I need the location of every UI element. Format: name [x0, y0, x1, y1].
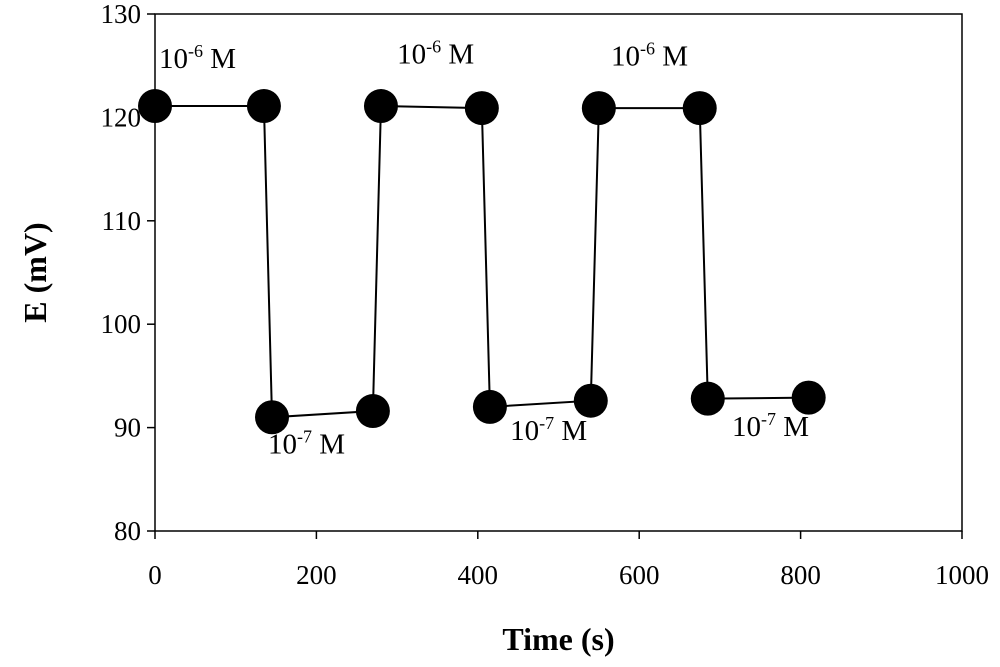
series-line	[155, 105, 809, 419]
series-line-group	[155, 105, 809, 419]
x-tick-label: 800	[780, 560, 821, 590]
x-tick-label: 1000	[935, 560, 989, 590]
data-point	[464, 91, 499, 126]
data-points-group	[138, 89, 826, 435]
data-point	[791, 380, 826, 415]
x-tick-label: 200	[296, 560, 337, 590]
y-tick-label: 130	[101, 0, 142, 29]
concentration-label: 10-7 M	[510, 413, 587, 447]
data-point	[581, 91, 616, 126]
data-point	[682, 91, 717, 126]
y-tick-label: 80	[114, 516, 141, 546]
x-tick-label: 0	[148, 560, 162, 590]
concentration-label: 10-7 M	[732, 409, 809, 443]
concentration-label: 10-6 M	[397, 37, 474, 71]
data-point	[573, 383, 608, 418]
concentration-label: 10-6 M	[159, 41, 236, 75]
concentration-label: 10-6 M	[611, 39, 688, 73]
data-point	[246, 89, 281, 124]
x-tick-label: 600	[619, 560, 660, 590]
x-tick-label: 400	[458, 560, 499, 590]
y-axis-title: E (mV)	[17, 222, 53, 322]
axes: 80 90 100 110 120 130 0 200 400 600 800 1000 Time (s…	[17, 0, 989, 657]
concentration-label: 10-7 M	[268, 426, 345, 460]
x-axis-title: Time (s)	[502, 621, 614, 657]
y-tick-label: 110	[102, 206, 142, 236]
data-point	[138, 89, 172, 124]
y-tick-label: 100	[101, 309, 142, 339]
y-tick-label: 90	[114, 413, 141, 443]
data-point	[690, 381, 725, 416]
data-point	[255, 400, 290, 435]
data-point	[472, 389, 507, 424]
annotations-group: 10-6 M 10-6 M 10-6 M 10-7 M 10-7 M 10-7 M	[159, 37, 809, 461]
data-point	[355, 394, 390, 429]
y-tick-label: 120	[101, 102, 142, 132]
plot-frame	[154, 13, 963, 532]
data-point	[363, 89, 398, 124]
